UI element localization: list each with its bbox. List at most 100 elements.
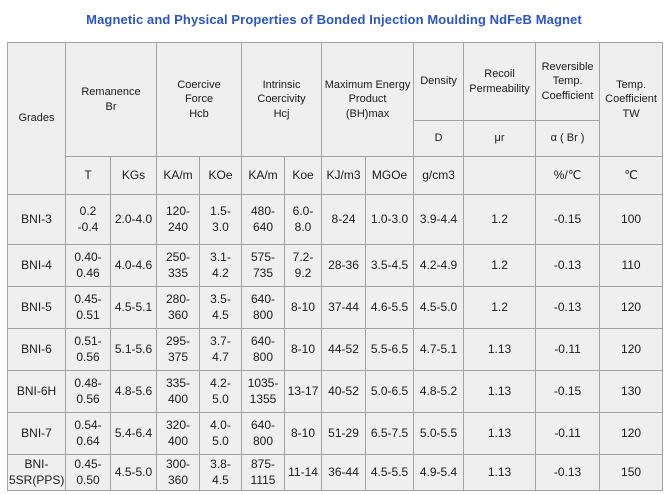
value-cell: 4.5-5.0 — [109, 453, 158, 492]
value-cell: 4.0-4.6 — [109, 244, 158, 287]
table-header: Grades Remanence Br Coercive Force Hcb I… — [7, 42, 664, 195]
value-cell: 0.45- 0.50 — [65, 453, 111, 492]
value-cell: 51-29 — [321, 412, 367, 455]
value-cell: 37-44 — [321, 286, 367, 329]
value-cell: 3.8- 4.5 — [199, 453, 243, 492]
symbol-reversible-temp-coefficient: α ( Br ) — [535, 120, 601, 157]
value-cell: 130 — [599, 370, 664, 413]
value-cell: -0.15 — [535, 370, 601, 413]
value-cell: -0.11 — [535, 412, 601, 455]
value-cell: 8-10 — [284, 328, 323, 371]
value-cell: 280- 360 — [156, 286, 201, 329]
table-row: BNI-5 0.45- 0.51 4.5-5.1 280- 360 3.5- 4.5 64… — [7, 286, 664, 329]
value-cell: 300- 360 — [156, 453, 201, 492]
value-cell: 36-44 — [321, 453, 367, 492]
value-cell: 4.8-5.6 — [109, 370, 158, 413]
value-cell: 1.0-3.0 — [365, 194, 415, 245]
value-cell: 7.2- 9.2 — [284, 244, 323, 287]
value-cell: 3.9-4.4 — [413, 194, 465, 245]
header-max-energy-product: Maximum Energy Product (BH)max — [321, 42, 415, 157]
value-cell: 640- 800 — [241, 328, 286, 371]
value-cell: 5.5-6.5 — [365, 328, 415, 371]
value-cell: 6.0- 8.0 — [284, 194, 323, 245]
value-cell: 0.2 -0.4 — [65, 194, 111, 245]
unit-cell: MGOe — [365, 156, 415, 195]
value-cell: 480- 640 — [241, 194, 286, 245]
value-cell: 13-17 — [284, 370, 323, 413]
value-cell: 4.0- 5.0 — [199, 412, 243, 455]
value-cell: 1.13 — [463, 328, 537, 371]
header-row-symbols: D μr α ( Br ) — [8, 120, 663, 157]
unit-cell: KA/m — [241, 156, 286, 195]
table-row: BNI-6 0.51- 0.56 5.1-5.6 295- 375 3.7- 4.7 64… — [7, 328, 664, 371]
value-cell: 640- 800 — [241, 286, 286, 329]
value-cell: 875- 1115 — [241, 453, 286, 492]
symbol-recoil-permeability: μr — [463, 120, 537, 157]
properties-table: Grades Remanence Br Coercive Force Hcb I… — [7, 42, 664, 492]
value-cell: 1.13 — [463, 370, 537, 413]
value-cell: 11-14 — [284, 453, 323, 492]
value-cell: -0.13 — [535, 244, 601, 287]
unit-cell: KOe — [199, 156, 243, 195]
value-cell: 110 — [599, 244, 664, 287]
value-cell: 1.2 — [463, 286, 537, 329]
value-cell: 5.0-5.5 — [413, 412, 465, 455]
value-cell: 1.5- 3.0 — [199, 194, 243, 245]
value-cell: 120 — [599, 412, 664, 455]
grade-cell: BNI-3 — [7, 194, 66, 245]
value-cell: 0.45- 0.51 — [65, 286, 111, 329]
grade-cell: BNI-5 — [7, 286, 66, 329]
value-cell: 1.2 — [463, 244, 537, 287]
symbol-density: D — [413, 120, 465, 157]
table-row: BNI-7 0.54- 0.64 5.4-6.4 320- 400 4.0- 5.0 64… — [7, 412, 664, 455]
table-row: BNI-6H 0.48- 0.56 4.8-5.6 335- 400 4.2- 5.0 1… — [7, 370, 664, 413]
value-cell: 2.0-4.0 — [109, 194, 158, 245]
grade-cell: BNI-7 — [7, 412, 66, 455]
value-cell: -0.15 — [535, 194, 601, 245]
value-cell: 4.8-5.2 — [413, 370, 465, 413]
value-cell: 0.40- 0.46 — [65, 244, 111, 287]
unit-cell: KJ/m3 — [321, 156, 367, 195]
value-cell: 5.0-6.5 — [365, 370, 415, 413]
units-row: T KGs KA/m KOe KA/m Koe KJ/m3 MGOe g/cm3 %/℃ ℃ — [8, 156, 664, 195]
header-coercive-force: Coercive Force Hcb — [156, 42, 243, 157]
value-cell: 0.48- 0.56 — [65, 370, 111, 413]
value-cell: 28-36 — [321, 244, 367, 287]
value-cell: 4.5-5.1 — [109, 286, 158, 329]
value-cell: 1.13 — [463, 412, 537, 455]
value-cell: 8-10 — [284, 286, 323, 329]
table-row: BNI-3 0.2 -0.4 2.0-4.0 120- 240 1.5- 3.0 480-… — [7, 194, 664, 245]
value-cell: 250- 335 — [156, 244, 201, 287]
value-cell: 40-52 — [321, 370, 367, 413]
value-cell: 100 — [599, 194, 664, 245]
grade-cell: BNI-6H — [7, 370, 66, 413]
value-cell: 335- 400 — [156, 370, 201, 413]
value-cell: 0.54- 0.64 — [65, 412, 111, 455]
value-cell: 6.5-7.5 — [365, 412, 415, 455]
header-recoil-permeability: Recoil Permeability — [463, 42, 537, 121]
grade-cell: BNI- 5SR(PPS) — [7, 453, 66, 492]
unit-cell: Koe — [284, 156, 323, 195]
value-cell: 5.1-5.6 — [109, 328, 158, 371]
unit-cell: KGs — [109, 156, 158, 195]
value-cell: 150 — [599, 453, 664, 492]
value-cell: 120 — [599, 286, 664, 329]
unit-cell: g/cm3 — [413, 156, 465, 195]
header-row-main: Grades Remanence Br Coercive Force Hcb I… — [7, 42, 664, 195]
value-cell: 4.7-5.1 — [413, 328, 465, 371]
value-cell: 3.7- 4.7 — [199, 328, 243, 371]
grade-cell: BNI-4 — [7, 244, 66, 287]
unit-cell: ℃ — [599, 156, 664, 195]
value-cell: 3.5-4.5 — [365, 244, 415, 287]
value-cell: 120 — [599, 328, 664, 371]
value-cell: 1035- 1355 — [241, 370, 286, 413]
value-cell: 0.51- 0.56 — [65, 328, 111, 371]
value-cell: 4.6-5.5 — [365, 286, 415, 329]
unit-cell: %/℃ — [535, 156, 601, 195]
header-density: Density — [413, 42, 465, 121]
page-title: Magnetic and Physical Properties of Bond… — [86, 12, 582, 27]
unit-cell: KA/m — [156, 156, 201, 195]
value-cell: -0.13 — [535, 286, 601, 329]
value-cell: 640- 800 — [241, 412, 286, 455]
